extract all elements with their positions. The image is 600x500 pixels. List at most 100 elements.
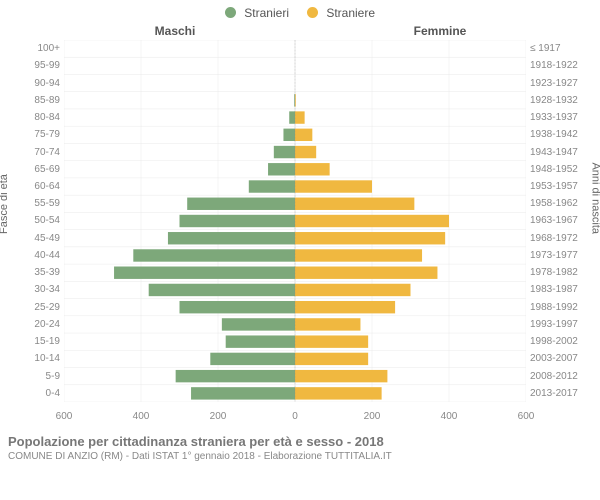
y-tick-year: 2003-2007 [530, 353, 600, 364]
x-tick: 600 [518, 411, 535, 422]
y-tick-age: 85-89 [0, 95, 60, 106]
bar-female [295, 129, 312, 141]
y-axis-left-ticks: 100+ 95-99 90-94 85-89 80-84 75-79 70-74 65-69 6… [0, 40, 60, 402]
bar-male [133, 249, 295, 261]
y-tick-age: 5-9 [0, 371, 60, 382]
y-tick-age: 80-84 [0, 112, 60, 123]
bar-male [268, 163, 295, 175]
y-tick-year: 1943-1947 [530, 147, 600, 158]
bar-female [295, 163, 330, 175]
y-tick-year: 1958-1962 [530, 198, 600, 209]
y-tick-year: 1938-1942 [530, 129, 600, 140]
pyramid-chart: Fasce di età Anni di nascita 100+95-9990… [0, 40, 600, 428]
y-tick-year: 1918-1922 [530, 60, 600, 71]
y-tick-age: 50-54 [0, 215, 60, 226]
y-tick-year: 1993-1997 [530, 319, 600, 330]
bar-female [295, 318, 360, 330]
x-tick: 200 [210, 411, 227, 422]
bar-male [289, 111, 295, 123]
legend-swatch-male [225, 7, 236, 18]
y-tick-age: 90-94 [0, 78, 60, 89]
chart-title: Popolazione per cittadinanza straniera p… [8, 434, 592, 449]
header-female: Femmine [320, 24, 600, 38]
y-tick-age: 35-39 [0, 267, 60, 278]
bar-female [295, 370, 387, 382]
legend-label-male: Stranieri [244, 6, 289, 20]
bar-male [180, 301, 296, 313]
y-tick-year: 1933-1937 [530, 112, 600, 123]
y-tick-age: 65-69 [0, 164, 60, 175]
chart-subtitle: COMUNE DI ANZIO (RM) - Dati ISTAT 1° gen… [8, 451, 592, 462]
bar-male [294, 94, 295, 106]
bar-female [295, 215, 449, 227]
y-tick-age: 40-44 [0, 250, 60, 261]
y-tick-year: 2008-2012 [530, 371, 600, 382]
y-tick-age: 100+ [0, 43, 60, 54]
y-tick-year: 1998-2002 [530, 336, 600, 347]
bar-male [226, 335, 295, 347]
bar-female [295, 94, 296, 106]
x-tick: 0 [292, 411, 298, 422]
legend-item-male: Stranieri [225, 6, 289, 20]
bar-male [274, 146, 295, 158]
y-tick-age: 10-14 [0, 353, 60, 364]
bar-female [295, 232, 445, 244]
bar-female [295, 267, 437, 279]
y-tick-year: 1928-1932 [530, 95, 600, 106]
bar-male [149, 284, 295, 296]
y-tick-age: 25-29 [0, 302, 60, 313]
header-male: Maschi [0, 24, 320, 38]
y-tick-year: 2013-2017 [530, 388, 600, 399]
bar-female [295, 198, 414, 210]
bar-female [295, 284, 411, 296]
bar-male [168, 232, 295, 244]
y-tick-age: 45-49 [0, 233, 60, 244]
y-tick-age: 75-79 [0, 129, 60, 140]
bar-male [222, 318, 295, 330]
x-tick: 200 [364, 411, 381, 422]
bar-female [295, 180, 372, 192]
y-tick-year: 1963-1967 [530, 215, 600, 226]
y-tick-age: 70-74 [0, 147, 60, 158]
y-tick-year: 1978-1982 [530, 267, 600, 278]
y-tick-year: 1923-1927 [530, 78, 600, 89]
bar-female [295, 335, 368, 347]
y-tick-age: 55-59 [0, 198, 60, 209]
y-tick-age: 95-99 [0, 60, 60, 71]
y-tick-age: 15-19 [0, 336, 60, 347]
y-tick-year: 1953-1957 [530, 181, 600, 192]
y-tick-year: 1968-1972 [530, 233, 600, 244]
pyramid-svg [64, 40, 526, 402]
y-tick-year: 1988-1992 [530, 302, 600, 313]
y-axis-right-ticks: ≤ 1917 1918-1922 1923-1927 1928-1932 1933-19… [530, 40, 600, 402]
y-tick-age: 60-64 [0, 181, 60, 192]
column-headers: Maschi Femmine [0, 24, 600, 38]
x-axis: 6004002000200400600 [64, 406, 526, 428]
y-tick-year: 1948-1952 [530, 164, 600, 175]
y-tick-age: 0-4 [0, 388, 60, 399]
bar-female [295, 387, 382, 399]
bar-male [176, 370, 295, 382]
x-tick: 400 [133, 411, 150, 422]
chart-footer: Popolazione per cittadinanza straniera p… [0, 428, 600, 462]
bar-female [295, 353, 368, 365]
y-tick-year: 1983-1987 [530, 284, 600, 295]
legend-item-female: Straniere [307, 6, 375, 20]
y-tick-year: 1973-1977 [530, 250, 600, 261]
legend-label-female: Straniere [326, 6, 375, 20]
bar-male [210, 353, 295, 365]
y-tick-age: 20-24 [0, 319, 60, 330]
x-tick: 600 [56, 411, 73, 422]
chart-container: Stranieri Straniere Maschi Femmine Fasce… [0, 0, 600, 500]
bar-male [187, 198, 295, 210]
bar-male [249, 180, 295, 192]
bar-female [295, 249, 422, 261]
bar-male [114, 267, 295, 279]
bar-male [283, 129, 295, 141]
x-tick: 400 [441, 411, 458, 422]
plot-area [64, 40, 526, 402]
legend: Stranieri Straniere [0, 0, 600, 20]
y-tick-year: ≤ 1917 [530, 43, 600, 54]
bar-female [295, 301, 395, 313]
bar-male [180, 215, 296, 227]
